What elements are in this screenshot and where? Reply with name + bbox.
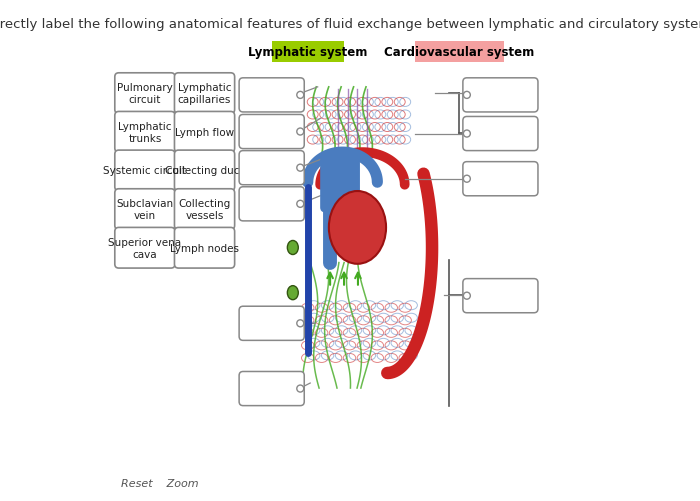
Circle shape <box>297 320 304 327</box>
FancyBboxPatch shape <box>239 307 304 341</box>
FancyBboxPatch shape <box>174 228 235 269</box>
FancyBboxPatch shape <box>115 228 175 269</box>
Text: Subclavian
vein: Subclavian vein <box>116 199 174 220</box>
Ellipse shape <box>287 286 298 300</box>
Ellipse shape <box>293 196 303 210</box>
Text: Cardiovascular system: Cardiovascular system <box>384 46 535 59</box>
Text: Lymphatic system: Lymphatic system <box>248 46 368 59</box>
FancyBboxPatch shape <box>174 189 235 230</box>
Text: Correctly label the following anatomical features of fluid exchange between lymp: Correctly label the following anatomical… <box>0 18 700 31</box>
FancyBboxPatch shape <box>415 42 504 63</box>
Circle shape <box>297 385 304 392</box>
Text: Lymph flow: Lymph flow <box>175 128 234 137</box>
FancyBboxPatch shape <box>239 115 304 149</box>
FancyBboxPatch shape <box>115 112 175 153</box>
FancyBboxPatch shape <box>115 74 175 114</box>
FancyBboxPatch shape <box>115 151 175 191</box>
Ellipse shape <box>287 241 298 255</box>
Circle shape <box>297 92 304 99</box>
FancyBboxPatch shape <box>272 42 344 63</box>
Text: Collecting
vessels: Collecting vessels <box>178 199 231 220</box>
Circle shape <box>463 176 470 183</box>
Text: Superior vena
cava: Superior vena cava <box>108 237 181 259</box>
FancyBboxPatch shape <box>174 151 235 191</box>
FancyBboxPatch shape <box>463 162 538 196</box>
FancyBboxPatch shape <box>115 189 175 230</box>
Ellipse shape <box>329 191 386 264</box>
Circle shape <box>463 92 470 99</box>
FancyBboxPatch shape <box>463 279 538 313</box>
FancyBboxPatch shape <box>174 74 235 114</box>
FancyBboxPatch shape <box>463 117 538 151</box>
Circle shape <box>463 293 470 300</box>
Text: Lymph nodes: Lymph nodes <box>170 243 239 253</box>
FancyBboxPatch shape <box>239 187 304 221</box>
Circle shape <box>297 165 304 172</box>
Circle shape <box>297 129 304 136</box>
Text: Lymphatic
capillaries: Lymphatic capillaries <box>178 83 231 105</box>
Ellipse shape <box>293 326 303 340</box>
FancyBboxPatch shape <box>239 151 304 185</box>
Text: Pulmonary
circuit: Pulmonary circuit <box>117 83 173 105</box>
FancyBboxPatch shape <box>239 372 304 406</box>
Circle shape <box>463 131 470 138</box>
Text: Reset    Zoom: Reset Zoom <box>121 478 199 488</box>
FancyBboxPatch shape <box>463 79 538 113</box>
FancyBboxPatch shape <box>320 153 360 213</box>
Circle shape <box>297 201 304 208</box>
FancyBboxPatch shape <box>239 79 304 113</box>
FancyBboxPatch shape <box>174 112 235 153</box>
Text: Systemic circuit: Systemic circuit <box>104 166 186 176</box>
Text: Lymphatic
trunks: Lymphatic trunks <box>118 122 172 143</box>
Text: Collecting duct: Collecting duct <box>165 166 244 176</box>
